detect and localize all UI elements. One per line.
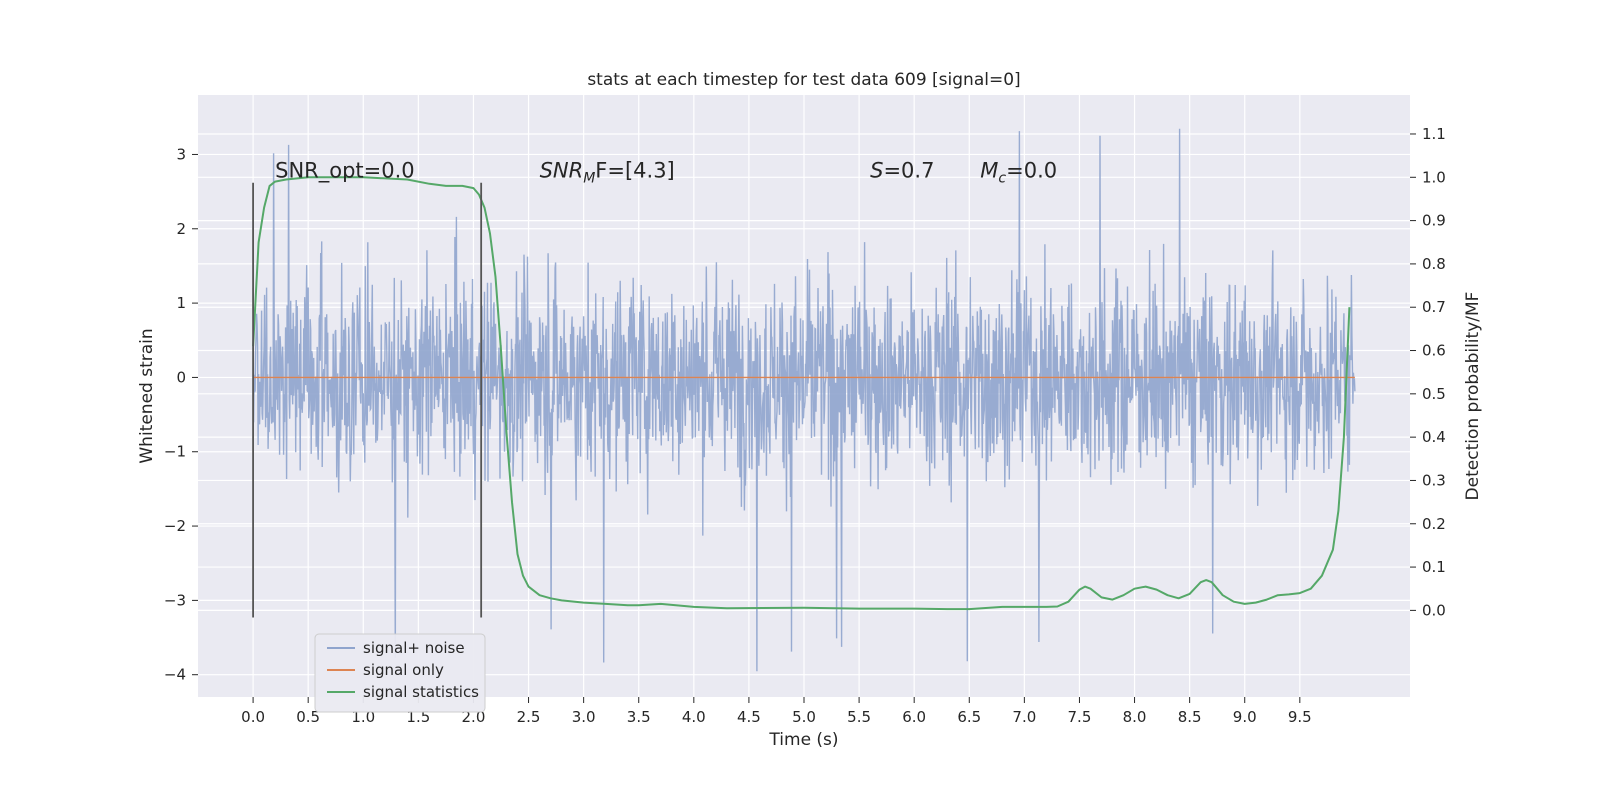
y-tick-label: 2: [176, 220, 186, 238]
annotation-text: SNRMF=[4.3]: [540, 158, 675, 186]
x-tick-label: 4.5: [737, 708, 761, 726]
line-series: [252, 176, 1355, 618]
y-right-tick-label: 0.4: [1422, 428, 1446, 446]
legend-label: signal statistics: [363, 683, 479, 701]
x-tick-label: 0.5: [296, 708, 320, 726]
y-right-tick-label: 0.5: [1422, 385, 1446, 403]
y-tick-label: 0: [176, 368, 186, 386]
y-right-tick-label: 0.2: [1422, 515, 1446, 533]
x-tick-label: 8.5: [1178, 708, 1202, 726]
y-axis-label: Whitened strain: [137, 328, 157, 463]
axis-ticks: 0.0 0.5 1.0 1.5 2.0 2.5 3.0 3.5 4.0 4.5 5.0 5.5 6.0 6…: [164, 125, 1446, 726]
y-right-tick-label: 0.0: [1422, 601, 1446, 619]
x-tick-label: 9.0: [1233, 708, 1257, 726]
x-tick-label: 6.5: [957, 708, 981, 726]
y-tick-label: 3: [176, 145, 186, 163]
y-axis-right-label: Detection probability/MF: [1463, 292, 1483, 501]
legend-label: signal+ noise: [363, 639, 465, 657]
y-tick-label: −2: [164, 517, 186, 535]
legend-label: signal only: [363, 661, 444, 679]
x-tick-label: 5.0: [792, 708, 816, 726]
chart-title: stats at each timestep for test data 609…: [587, 70, 1020, 90]
noise-series: [252, 128, 1356, 672]
series-line-signal-noise: [252, 128, 1356, 672]
x-tick-label: 0.0: [241, 708, 265, 726]
legend-box: [314, 633, 486, 713]
x-tick-label: 5.5: [847, 708, 871, 726]
annotation-text: S=0.7: [870, 158, 934, 182]
y-tick-label: −1: [164, 443, 186, 461]
x-tick-label: 4.0: [682, 708, 706, 726]
y-tick-label: −3: [164, 591, 186, 609]
y-tick-label: 1: [176, 294, 186, 312]
x-tick-label: 3.0: [572, 708, 596, 726]
x-tick-label: 8.0: [1123, 708, 1147, 726]
annotation-text: Mc=0.0: [980, 158, 1057, 186]
y-right-tick-label: 1.0: [1422, 168, 1446, 186]
x-axis-label: Time (s): [768, 730, 838, 750]
x-tick-label: 7.0: [1012, 708, 1036, 726]
annotation-text: SNR_opt=0.0: [275, 158, 415, 183]
y-right-tick-label: 0.7: [1422, 298, 1446, 316]
y-right-tick-label: 0.8: [1422, 255, 1446, 273]
y-right-tick-label: 0.9: [1422, 212, 1446, 230]
legend: signal+ noise signal only signal statistic…: [314, 633, 486, 713]
y-tick-label: −4: [164, 666, 186, 684]
y-right-tick-label: 0.6: [1422, 342, 1446, 360]
y-right-tick-label: 0.1: [1422, 558, 1446, 576]
y-right-tick-label: 0.3: [1422, 471, 1446, 489]
annotations: SNR_opt=0.0 SNRMF=[4.3] S=0.7 Mc=0.0: [275, 158, 1057, 186]
y-right-tick-label: 1.1: [1422, 125, 1446, 143]
series-line-signal-statistics: [252, 176, 1351, 611]
x-tick-label: 9.5: [1288, 708, 1312, 726]
x-tick-label: 6.0: [902, 708, 926, 726]
x-tick-label: 7.5: [1068, 708, 1092, 726]
x-tick-label: 3.5: [627, 708, 651, 726]
x-tick-label: 2.5: [517, 708, 541, 726]
